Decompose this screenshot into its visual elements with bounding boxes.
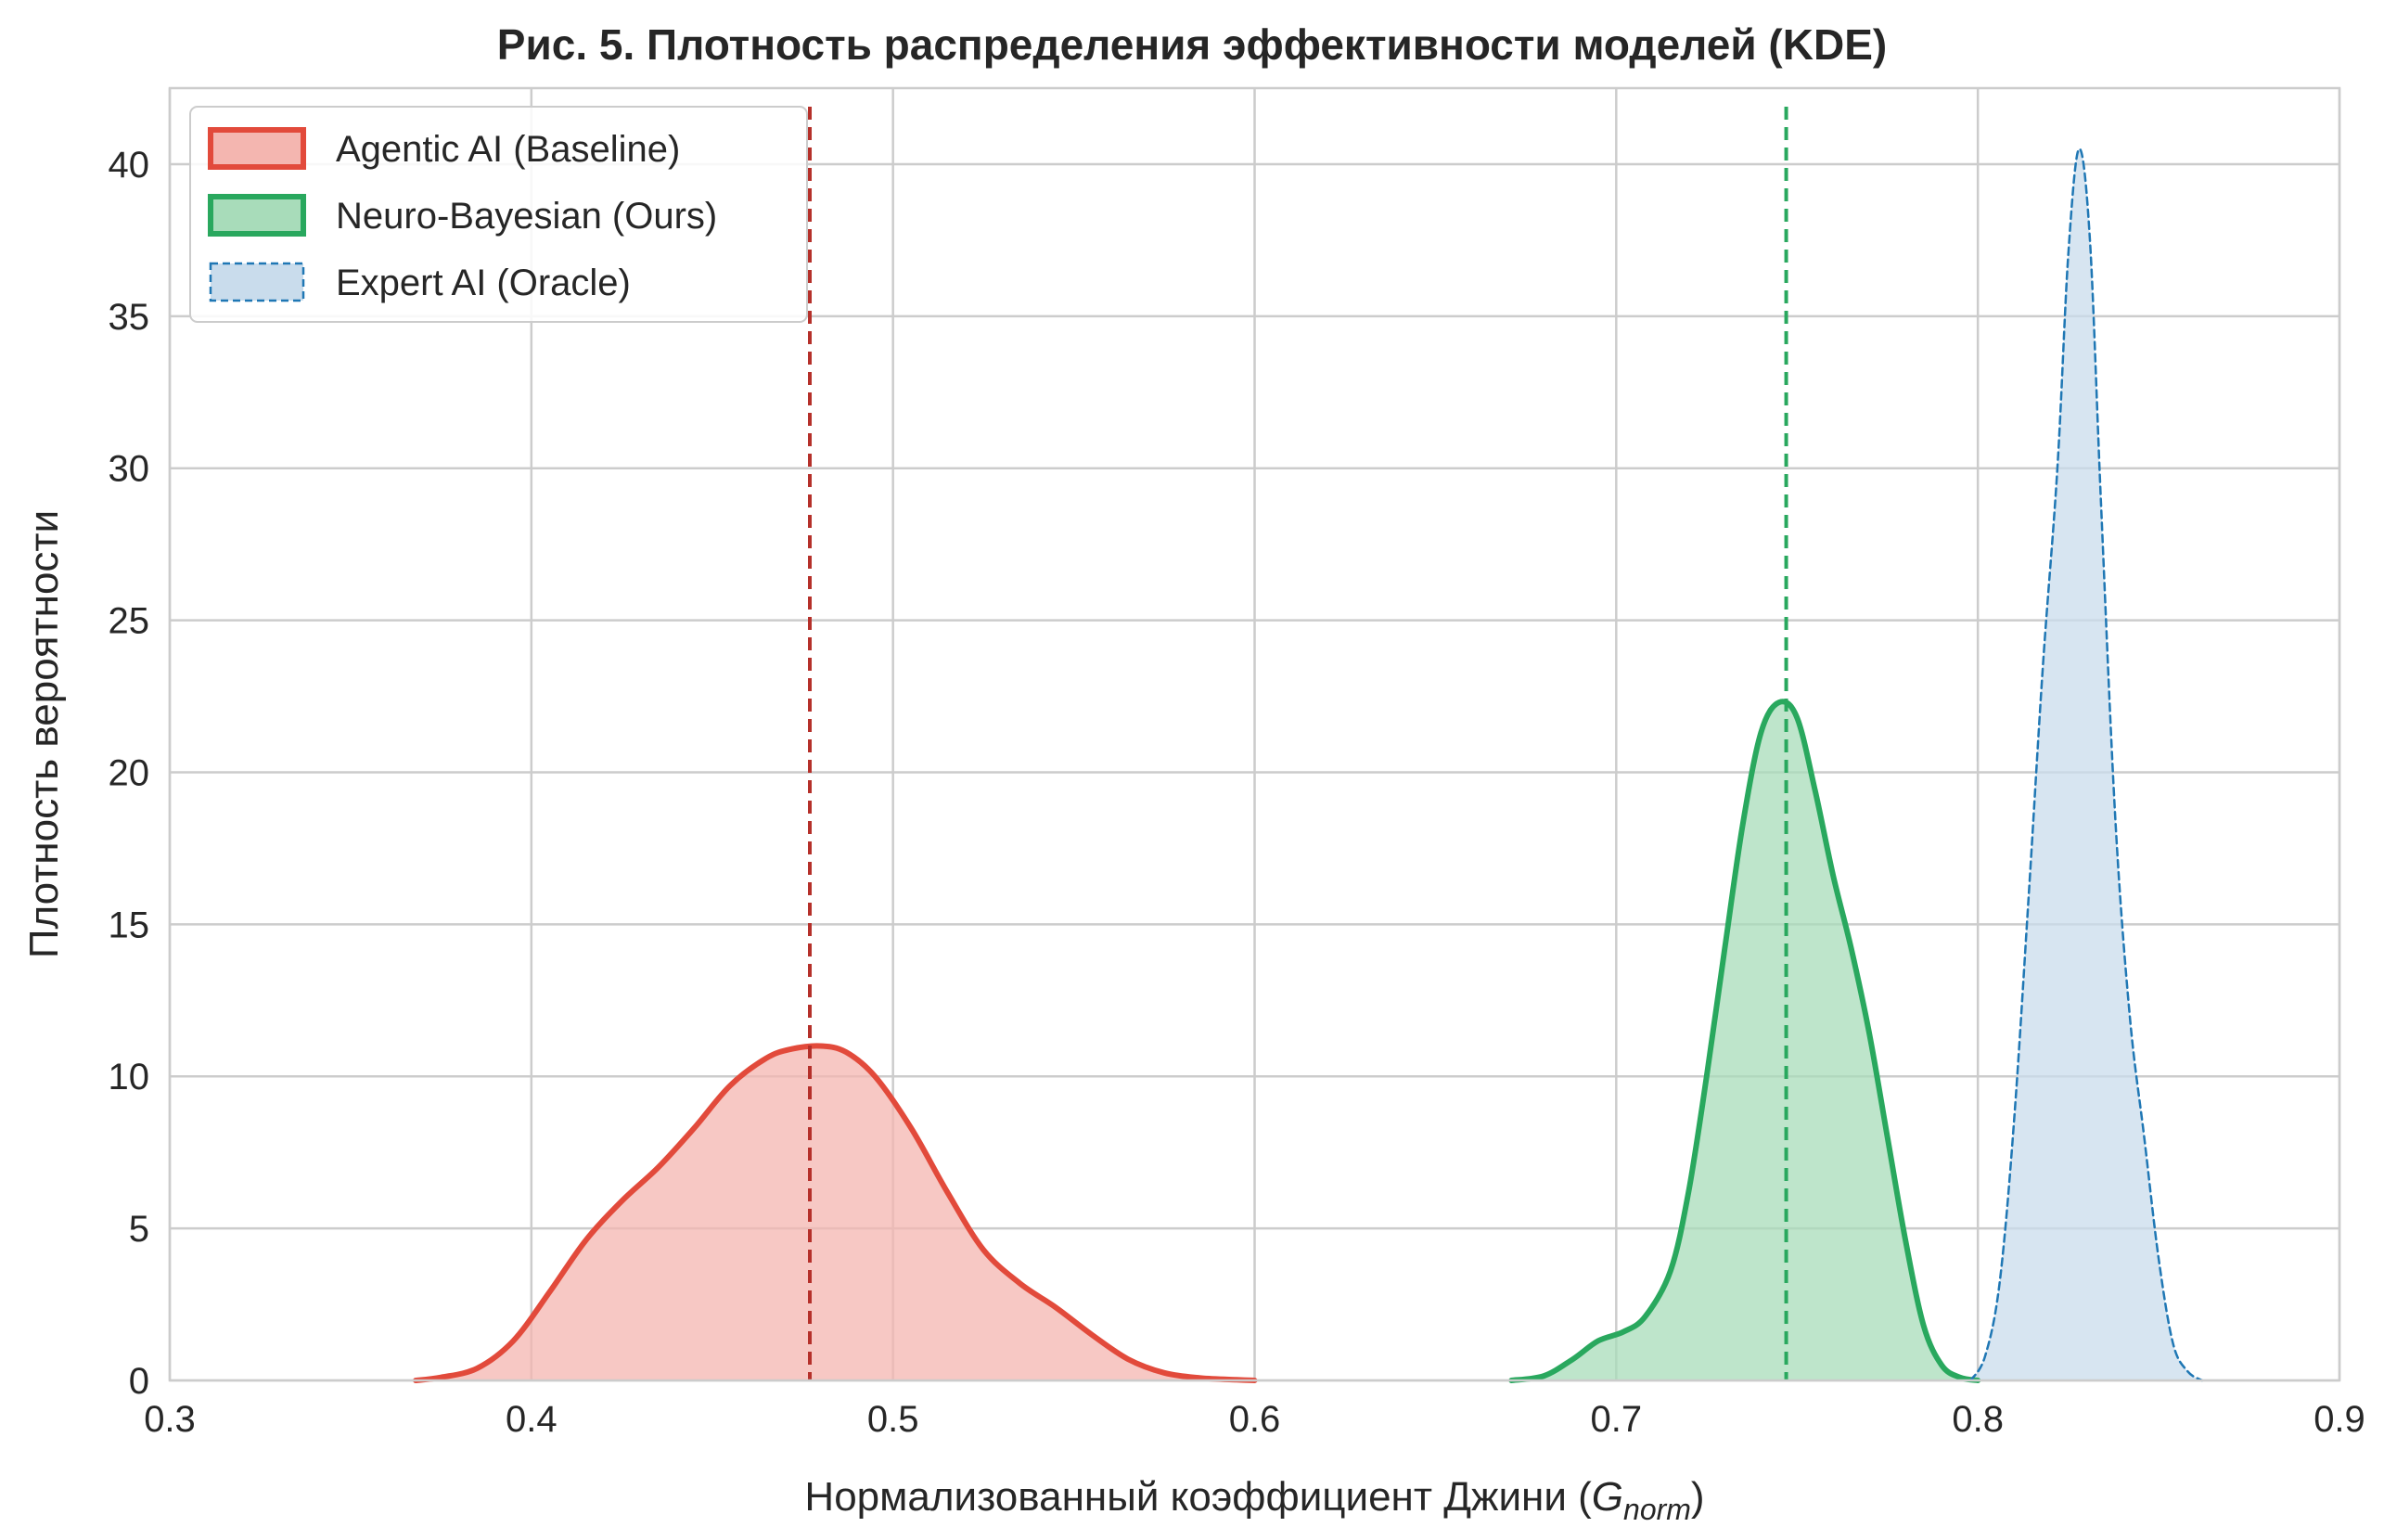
x-tick-label: 0.8 (1952, 1399, 2004, 1440)
density-area-3 (1970, 148, 2202, 1380)
x-tick-label: 0.9 (2314, 1399, 2365, 1440)
legend-label-1: Agentic AI (Baseline) (336, 129, 680, 170)
legend: Agentic AI (Baseline) Neuro-Bayesian (Our… (189, 106, 808, 323)
x-tick-label: 0.7 (1591, 1399, 1643, 1440)
y-tick-label: 5 (129, 1209, 149, 1250)
legend-label-3: Expert AI (Oracle) (336, 263, 631, 303)
chart-title: Рис. 5. Плотность распределения эффектив… (497, 20, 1887, 69)
x-axis-label-subscript: norm (1623, 1493, 1691, 1526)
x-tick-label: 0.6 (1229, 1399, 1281, 1440)
x-tick-labels: 0.3 0.4 0.5 0.6 0.7 0.8 0.9 (144, 1399, 2365, 1440)
y-tick-label: 10 (109, 1057, 150, 1097)
y-tick-label: 40 (109, 145, 150, 186)
legend-label-2: Neuro-Bayesian (Ours) (336, 196, 717, 237)
plot-frame (168, 86, 2341, 1382)
y-tick-label: 35 (109, 297, 150, 338)
legend-frame (189, 106, 808, 323)
x-tick-label: 0.5 (867, 1399, 919, 1440)
density-area-1 (416, 1046, 1255, 1380)
legend-swatch-2 (208, 194, 306, 237)
x-axis-label-math: G (1592, 1474, 1623, 1520)
y-tick-label: 20 (109, 752, 150, 793)
legend-swatch-3 (209, 262, 305, 302)
y-tick-label: 30 (109, 449, 150, 490)
legend-swatch-1 (208, 127, 306, 170)
mean-lines (808, 107, 1788, 1380)
density-fills (416, 148, 2202, 1380)
y-tick-label: 25 (109, 601, 150, 642)
y-tick-label: 0 (129, 1361, 149, 1402)
density-line-3 (1969, 148, 2204, 1382)
x-tick-label: 0.3 (144, 1399, 196, 1440)
y-axis-label: Плотность вероятности (21, 510, 67, 958)
x-axis-label-text: Нормализованный коэффициент Джини ( (804, 1474, 1592, 1520)
density-lines (413, 148, 2204, 1383)
density-line-2 (1508, 699, 1981, 1383)
x-axis-label-close: ) (1691, 1474, 1705, 1520)
y-tick-labels: 0 5 10 15 20 25 30 35 40 (109, 145, 150, 1402)
density-area-2 (1511, 701, 1979, 1380)
x-tick-label: 0.4 (506, 1399, 558, 1440)
x-axis-label: Нормализованный коэффициент Джини (Gnorm… (804, 1474, 1704, 1526)
density-line-1 (413, 1043, 1258, 1383)
y-tick-label: 15 (109, 905, 150, 945)
